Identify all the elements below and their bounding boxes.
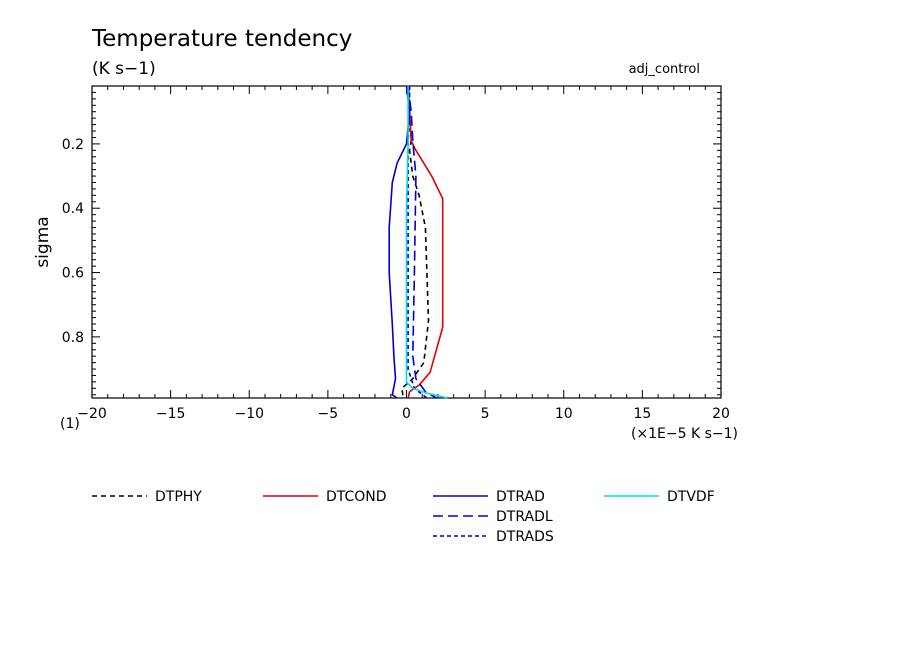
chart-units: (K s−1) (92, 59, 156, 79)
experiment-label: adj_control (629, 62, 700, 77)
y-tick-label: 0.4 (62, 201, 84, 217)
x-tick-label: 15 (633, 406, 651, 422)
chart-title: Temperature tendency (91, 26, 352, 52)
x-tick-label: −20 (77, 406, 107, 422)
plot-lines (388, 85, 448, 399)
legend-label-dtvdf: DTVDF (667, 489, 715, 505)
legend: DTPHY DTCOND DTRAD DTRADL DTRADS DTVDF (92, 489, 715, 545)
x-tick-label: −10 (234, 406, 264, 422)
x-tick-label: −15 (156, 406, 186, 422)
x-scale-label: (×1E−5 K s−1) (631, 426, 738, 442)
y-axis-label: sigma (33, 216, 53, 267)
series-line-dtcond (407, 85, 444, 399)
y-tick-label: 0.2 (62, 137, 84, 153)
x-tick-label: 20 (712, 406, 730, 422)
legend-label-dtcond: DTCOND (326, 489, 387, 505)
legend-label-dtradl: DTRADL (496, 509, 553, 525)
series-line-dtradl (407, 85, 437, 399)
x-tick-label: 0 (402, 406, 411, 422)
x-tick-label: 5 (481, 406, 490, 422)
x-tick-label: −5 (318, 406, 339, 422)
y-tick-label: 0.6 (62, 266, 84, 282)
series-line-dtrad (388, 85, 411, 399)
axes: −20 −15 −10 −5 0 5 10 15 20 0.2 0.4 0.6 0.8 (62, 85, 730, 422)
y-tick-label: 0.8 (62, 330, 84, 346)
legend-label-dtrads: DTRADS (496, 529, 554, 545)
corner-label: (1) (60, 416, 80, 432)
legend-label-dtphy: DTPHY (155, 489, 202, 505)
x-tick-label: 10 (555, 406, 573, 422)
legend-label-dtrad: DTRAD (496, 489, 545, 505)
series-line-dtvdf (405, 86, 448, 399)
